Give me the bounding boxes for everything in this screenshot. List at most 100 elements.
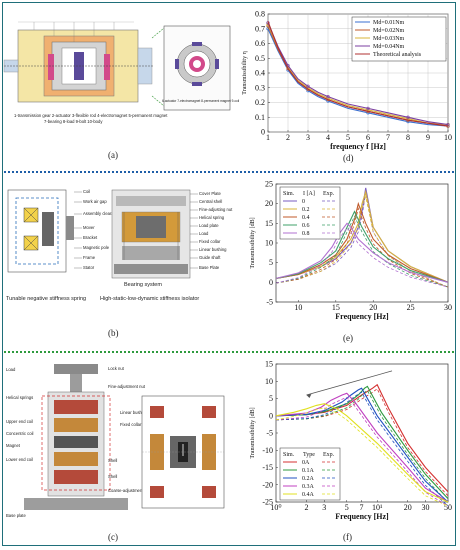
- y-tick-label: -10: [262, 446, 273, 455]
- panel-b-left-label-6: Magnetic pole: [83, 245, 110, 250]
- panel-b-right-title: High-static-low-dynamic stiffness isolat…: [100, 296, 199, 302]
- x-tick-label: 7: [360, 503, 364, 512]
- panel-c-label-upper-end-coil: Upper end coil: [6, 419, 33, 424]
- panel-a-illustration: [3, 21, 231, 111]
- panel-b-right-label-4: Helical spring: [199, 215, 225, 220]
- panel-b-illustration: Coil Work air gap Assembly clearance Mov…: [6, 189, 233, 302]
- series-exp-line-0.2: [275, 195, 449, 288]
- series-exp-line-0.4A: [275, 407, 449, 507]
- y-tick-label: 15: [265, 219, 273, 228]
- panel-label-a: (a): [108, 150, 118, 160]
- y-tick-label: -5: [266, 429, 273, 438]
- x-tick-label: 10⁰: [270, 503, 281, 512]
- panel-c-label-shell-1: Shell: [108, 458, 117, 463]
- x-tick-label: 7: [386, 133, 390, 142]
- figure-frame: [2, 2, 456, 546]
- legend-box: [279, 186, 341, 240]
- panel-b-left-label-1: Coil: [83, 189, 90, 194]
- series-exp-line-0.8: [275, 227, 449, 288]
- panel-b-left-label-8: Stator: [83, 265, 95, 270]
- panel-b-right-label-3: Fine-adjusting nut: [199, 207, 233, 212]
- panel-a-caption-line-1: 1-transmission gear 2-actuator 3-flexibl…: [14, 113, 168, 118]
- data-point: [406, 115, 410, 119]
- panel-label-c: (c): [108, 532, 118, 542]
- panel-b-right-label-1: Cover Plate: [199, 191, 222, 196]
- y-tick-label: 0.2: [255, 98, 265, 107]
- x-axis-label: Frequency [Hz]: [335, 512, 389, 521]
- x-tick-label: 10¹: [372, 503, 383, 512]
- y-axis-label: Transmissibility [dB]: [250, 407, 256, 458]
- legend-entry: 0.4: [302, 215, 310, 221]
- legend-entry: 0: [302, 199, 305, 205]
- series-line-0.8: [275, 222, 449, 283]
- series-line-Theoretical analysis: [267, 21, 449, 127]
- series-line-0.4: [275, 201, 449, 283]
- x-axis-label: frequency f [Hz]: [330, 142, 386, 151]
- y-tick-label: -5: [266, 298, 273, 307]
- x-tick-label: 20: [369, 303, 377, 312]
- panel-c-label-concentric-coil: Concentric coil: [6, 431, 34, 436]
- legend-entry: 0.3A: [302, 484, 315, 490]
- y-tick-label: 10: [265, 377, 273, 386]
- series-exp-line-0.4: [275, 207, 449, 288]
- y-tick-label: 15: [265, 360, 273, 369]
- chart-f: 10⁰ 2 3 5 7 10¹ 20 30 50 -25 -20 -15 -10 -5 0 5 10 15 Freq…: [250, 360, 452, 522]
- x-tick-label: 1: [266, 133, 270, 142]
- panel-label-b: (b): [108, 328, 119, 338]
- panel-c-label-base-plate: Base plate: [6, 513, 26, 518]
- series-line-0.6: [275, 210, 449, 283]
- x-tick-label: 3: [306, 133, 310, 142]
- legend-entry: 0.1A: [302, 468, 315, 474]
- series-line-Md=0.04Nm: [267, 22, 449, 126]
- panel-b-right-label-7: Fixed collar: [199, 239, 221, 244]
- legend-entry: Md=0.01Nm: [373, 20, 405, 26]
- y-tick-label: 0.6: [255, 39, 265, 48]
- trend-arrow-head: [306, 394, 312, 399]
- series-line-0.4A: [275, 403, 449, 503]
- panel-c-label-helical-springs: Helical springs: [6, 395, 33, 400]
- panel-c-label-fixed-collar: Fixed collar: [120, 422, 142, 427]
- series-exp-line-0.3A: [275, 397, 449, 507]
- panel-b-left-title: Tunable negative stiffness spring: [6, 296, 86, 302]
- series-exp-line-0.1A: [275, 390, 449, 503]
- x-tick-label: 30: [422, 503, 430, 512]
- x-tick-label: 5: [346, 133, 350, 142]
- y-tick-label: -15: [262, 463, 273, 472]
- legend-header: Exp.: [323, 452, 335, 458]
- panel-b-right-label-6: Load: [199, 231, 209, 236]
- x-tick-label: 50: [444, 503, 452, 512]
- data-point: [326, 94, 330, 99]
- legend-entry: 0A: [302, 460, 310, 466]
- y-tick-label: 0.3: [255, 83, 265, 92]
- x-tick-label: 5: [345, 503, 349, 512]
- y-tick-label: -25: [262, 498, 273, 507]
- legend-header: Sim.: [283, 191, 295, 197]
- x-tick-label: 2: [286, 133, 290, 142]
- panel-b-bottom-label: Bearing system: [124, 282, 162, 288]
- panel-c-label-linear-bushing: Linear bushing: [120, 410, 148, 415]
- panel-b-right-label-10: Base Plate: [199, 265, 220, 270]
- x-axis-label: Frequency [Hz]: [335, 312, 389, 321]
- legend-header: Sim.: [283, 452, 295, 458]
- y-tick-label: 0: [261, 128, 265, 137]
- panel-label-f: (f): [343, 532, 352, 542]
- y-tick-label: 20: [265, 199, 273, 208]
- y-tick-label: 0.1: [255, 113, 265, 122]
- legend-box: [279, 447, 341, 501]
- y-tick-label: 0.4: [255, 69, 265, 78]
- x-tick-label: 2: [304, 503, 308, 512]
- legend-header: Type: [303, 452, 315, 458]
- legend-entry: Md=0.03Nm: [373, 36, 405, 42]
- legend-entry: 0.2: [302, 207, 310, 213]
- separator-top: [4, 171, 454, 173]
- legend-entry: 0.8: [302, 231, 310, 237]
- panel-c-label-coarse-adjustment-collar: Coarse-adjustment collar: [108, 488, 155, 493]
- series-line-0.3A: [275, 392, 449, 503]
- panel-b-left-label-4: Mover: [83, 225, 95, 230]
- panel-b-right-label-8: Linear bushing: [199, 247, 227, 252]
- legend-entry: 0.4A: [302, 492, 315, 498]
- legend-entry: 0.6: [302, 223, 310, 229]
- y-tick-label: 5: [269, 258, 273, 267]
- y-tick-label: 5: [269, 394, 273, 403]
- panel-c-label-load: Load: [6, 367, 16, 372]
